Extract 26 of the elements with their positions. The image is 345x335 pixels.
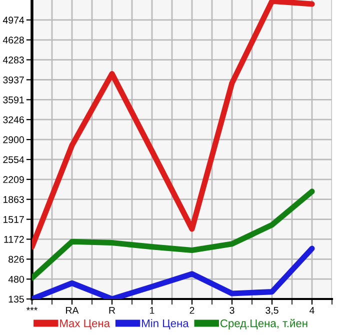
y-tick-label: 3246	[3, 116, 24, 124]
x-tick-label: RA	[66, 306, 79, 314]
legend-label: Max Цена	[60, 319, 110, 330]
y-tick-label: 135	[8, 296, 24, 303]
y-tick-label: 480	[8, 276, 24, 283]
y-tick-label: 3937	[3, 76, 24, 84]
y-tick-label: 4974	[2, 16, 24, 24]
x-tick-label: 3,5	[266, 306, 278, 315]
y-tick-label: 826	[8, 256, 24, 263]
y-tick-label: 4283	[2, 56, 24, 64]
x-tick-label: 3	[230, 306, 234, 314]
y-tick-label: 3591	[3, 96, 24, 104]
y-tick-label: 2209	[3, 176, 24, 184]
y-tick-label: 1172	[4, 236, 24, 243]
x-tick-label: ***	[26, 306, 38, 310]
y-tick-label: 4628	[2, 36, 24, 44]
y-tick-label: 2554	[3, 156, 24, 164]
legend-label: Min Цена	[142, 319, 189, 330]
legend-label: Сред.Цена, т.йен	[220, 318, 308, 330]
x-tick-label: R	[109, 306, 116, 314]
x-tick-label: 4	[310, 306, 314, 314]
x-tick-label: 2	[190, 306, 194, 314]
x-tick-label: 1	[150, 306, 154, 314]
y-tick-label: 1863	[3, 196, 24, 203]
y-tick-label: 1517	[3, 216, 24, 223]
y-tick-label: 2900	[3, 136, 24, 144]
